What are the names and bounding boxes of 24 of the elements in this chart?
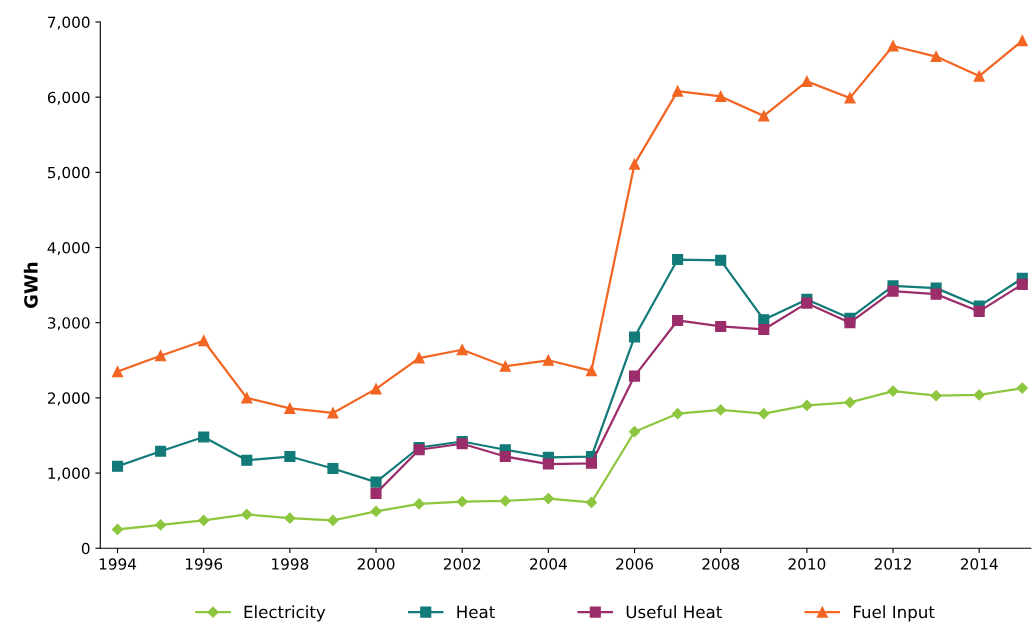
y-tick-label: 3,000 (48, 317, 90, 331)
y-tick-label: 4,000 (47, 241, 90, 256)
x-tick-label: 2002 (443, 558, 481, 570)
legend-label: Heat (457, 605, 495, 619)
x-tick-label: 2010 (788, 558, 826, 570)
x-tick-label: 2012 (874, 558, 911, 570)
x-tick-label: 2006 (616, 558, 654, 570)
y-tick-label: 1,000 (48, 467, 90, 481)
x-tick-label: 2004 (530, 558, 567, 570)
y-tick-label: 5,000 (48, 166, 90, 180)
y-tick-label: 0 (81, 542, 90, 555)
y-tick-label: 2,000 (47, 392, 90, 406)
x-tick-label: 1994 (99, 558, 137, 570)
y-tick-label: 6,000 (47, 91, 90, 105)
x-tick-label: 1998 (272, 558, 309, 570)
x-tick-label: 2008 (702, 558, 740, 570)
legend-label: Electricity (244, 605, 326, 622)
y-axis-title: GWh (23, 262, 38, 309)
x-tick-label: 1996 (185, 558, 223, 570)
legend-label: Fuel Input (853, 605, 935, 622)
x-tick-label: 2014 (960, 558, 998, 570)
x-tick-label: 2000 (357, 558, 395, 570)
y-tick-label: 7,000 (48, 16, 90, 30)
legend-label: Useful Heat (626, 605, 722, 619)
